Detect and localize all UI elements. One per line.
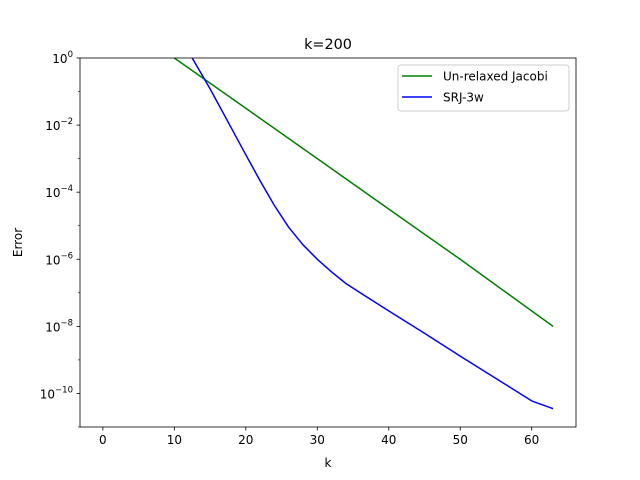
- x-tick-label: 50: [453, 433, 468, 447]
- x-axis-label: k: [325, 456, 332, 470]
- y-tick-label: 10−4: [45, 184, 73, 200]
- y-tick-label: 10−8: [45, 318, 73, 334]
- x-tick-label: 0: [99, 433, 107, 447]
- y-tick-label: 10−10: [40, 385, 73, 401]
- series-line-srj-3w: [191, 58, 554, 410]
- series-layer: [172, 58, 554, 410]
- legend-label-unrelaxed-jacobi: Un-relaxed Jacobi: [443, 70, 548, 84]
- x-tick-label: 40: [381, 433, 396, 447]
- legend-box: [397, 64, 570, 112]
- x-axis: 0 10 20 30 40 50 60: [99, 427, 539, 447]
- y-tick-label: 100: [52, 50, 73, 66]
- y-tick-label: 10−6: [45, 251, 73, 267]
- plot-frame: [79, 57, 577, 428]
- y-axis: 10−10 10−8 10−6 10−4 10−2 100: [40, 50, 80, 428]
- x-tick-label: 60: [524, 433, 539, 447]
- y-axis-label: Error: [11, 228, 25, 257]
- x-tick-label: 20: [238, 433, 253, 447]
- legend-label-srj-3w: SRJ-3w: [443, 91, 484, 105]
- chart-title: k=200: [304, 37, 352, 53]
- x-tick-label: 30: [310, 433, 325, 447]
- series-line-un-relaxed-jacobi: [172, 58, 554, 328]
- y-tick-label: 10−2: [45, 117, 73, 133]
- legend: Un-relaxed Jacobi SRJ-3w: [397, 64, 570, 112]
- x-tick-label: 10: [167, 433, 182, 447]
